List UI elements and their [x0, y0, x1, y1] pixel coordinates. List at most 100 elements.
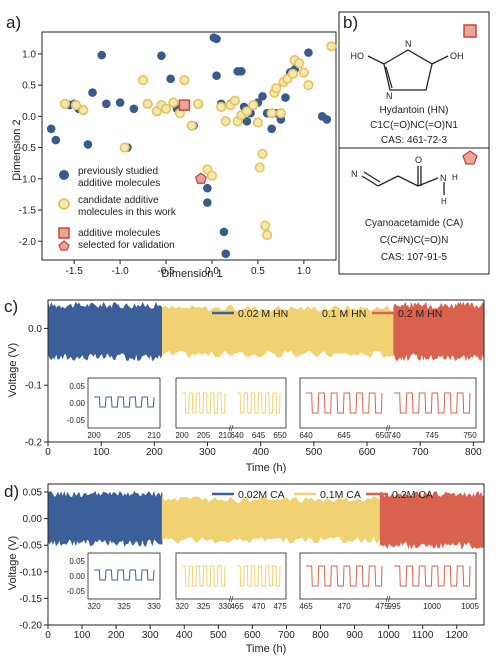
voltage-ca-legend: 0.02M CA 0.1M CA 0.2M CA	[212, 489, 433, 501]
legend-label-hn-01: 0.1 M HN	[322, 308, 366, 320]
legend-label-hn-02: 0.2 M HN	[398, 308, 442, 320]
inset-x-tick-label: 470	[337, 602, 351, 611]
panel-label-d: d)	[4, 482, 19, 501]
voltage-y-tick-label: -0.1	[25, 381, 43, 392]
candidate-molecule-point	[142, 98, 153, 109]
inset-x-tick-label: 1000	[423, 602, 441, 611]
inset-x-tick-label: 475	[273, 602, 287, 611]
panel-label-a: a)	[6, 13, 21, 32]
studied-molecule-point	[242, 117, 252, 126]
inset-trace	[94, 569, 155, 581]
voltage-x-tick-label: 600	[244, 630, 261, 641]
candidate-molecule-point	[70, 99, 82, 111]
candidate-molecule-point	[326, 41, 337, 52]
legend-candidate-line1: candidate additive	[78, 195, 159, 206]
studied-molecule-point	[129, 104, 139, 114]
inset-frame	[175, 377, 287, 429]
inset-x-tick-label: 320	[175, 602, 189, 611]
studied-molecule-point	[203, 198, 212, 207]
voltage-x-tick-label: 1200	[446, 630, 469, 641]
scatter-panel: -1.5 -1.0 -0.5 0.0 0.5 1.0 1.0 0.5 0.0 -0.5 -1.0 -1…	[19, 31, 337, 277]
candidate-molecule-point	[257, 148, 268, 159]
candidate-molecule-point	[193, 98, 204, 109]
voltage-band-0	[47, 490, 163, 547]
scatter-x-tick-label: -1.5	[66, 266, 84, 277]
voltage-x-tick-label: 1100	[412, 630, 434, 641]
inset-x-tick-label: 640	[230, 431, 244, 440]
cyanoacetamide-atom-h1: H	[452, 173, 458, 182]
inset-y-tick-label: 0.00	[69, 399, 85, 408]
voltage-x-tick-label: 900	[346, 630, 363, 641]
candidate-molecule-point	[216, 101, 227, 113]
studied-molecule-point	[102, 99, 111, 109]
voltage-y-tick-label: 0.00	[23, 514, 43, 525]
studied-molecule-point	[304, 48, 313, 57]
inset-trace	[237, 392, 281, 414]
studied-molecule-point	[51, 135, 61, 145]
inset-axis-break: //	[229, 424, 234, 433]
cyanoacetamide-atom-n1: N	[351, 169, 358, 179]
cyanoacetamide-structure	[361, 166, 445, 195]
inset-axis-break: //	[229, 595, 234, 604]
inset-x-tick-label: 465	[299, 602, 313, 611]
inset-trace	[94, 396, 155, 408]
legend-marker-candidate	[58, 198, 70, 210]
inset-x-tick-label: 205	[117, 431, 131, 440]
voltage-x-tick-label: 700	[278, 630, 295, 641]
inset-x-tick-label: 475	[375, 602, 389, 611]
hydantoin-cas: CAS: 461-72-3	[381, 135, 448, 146]
voltage-x-tick-label: 400	[252, 447, 269, 458]
scatter-y-tick-label: 0.5	[22, 81, 36, 92]
inset-trace	[182, 392, 226, 414]
inset-y-tick-label: -0.05	[67, 416, 86, 425]
scatter-x-tick-label: 0.5	[251, 266, 265, 277]
legend-label-ca-002: 0.02M CA	[238, 489, 285, 501]
candidate-molecule-point	[160, 103, 172, 114]
studied-molecule-point	[267, 124, 276, 134]
voltage-x-tick-label: 100	[93, 447, 110, 458]
inset-x-tick-label: 205	[197, 431, 211, 440]
voltage-hn-legend: 0.02 M HN 0.1 M HN 0.2 M HN	[212, 308, 442, 320]
legend-studied-line2: additive molecules	[78, 178, 160, 189]
candidate-molecule-point	[294, 58, 305, 69]
cyanoacetamide-smiles: C(C#N)C(=O)N	[380, 235, 449, 246]
candidate-molecule-point	[298, 67, 309, 78]
panel-label-b: b)	[343, 13, 358, 32]
studied-molecule-point	[237, 67, 246, 76]
hydantoin-atom-oh: OH	[450, 51, 464, 61]
candidate-molecule-point	[168, 97, 179, 108]
inset-x-tick-label: 465	[230, 602, 244, 611]
hydantoin-atom-ho: HO	[351, 51, 365, 61]
scatter-x-tick-label: -0.5	[157, 266, 175, 277]
studied-molecule-point	[88, 88, 97, 97]
legend-marker-validation-square	[58, 227, 70, 239]
scatter-y-tick-label: -0.5	[19, 143, 37, 154]
voltage-x-tick-label: 100	[74, 630, 91, 641]
studied-molecule-point	[219, 227, 229, 237]
inset-trace	[394, 392, 471, 414]
inset-x-tick-label: 470	[252, 602, 266, 611]
legend-validation-line1: additive molecules	[78, 228, 160, 239]
studied-molecule-point	[115, 98, 125, 107]
inset-y-tick-label: -0.05	[67, 587, 86, 596]
studied-molecule-point	[322, 115, 332, 124]
inset-trace	[306, 565, 383, 587]
inset-trace	[182, 565, 226, 587]
inset-frame	[299, 377, 477, 429]
voltage-x-tick-label: 400	[176, 630, 193, 641]
legend-studied-line1: previously studied	[78, 166, 158, 177]
candidate-molecule-point	[220, 116, 231, 127]
voltage-x-tick-label: 1000	[378, 630, 401, 641]
legend-marker-validation-pentagon	[58, 240, 70, 251]
molecule-panel: HO OH N N Hydantoin (HN) C1C(=O)NC(=O)N1…	[338, 11, 490, 275]
voltage-y-tick-label: -0.20	[19, 621, 42, 632]
voltage-panel-hn: 0 100 200 300 400 500 600 700 800 0.0 -0.1 -0.2 200 2…	[25, 299, 485, 458]
inset-y-tick-label: 0.00	[69, 572, 85, 581]
validation-point-pentagon	[194, 172, 207, 184]
inset-x-tick-label: 330	[147, 602, 161, 611]
voltage-x-tick-label: 600	[359, 447, 376, 458]
inset-x-tick-label: 745	[425, 431, 439, 440]
voltage-y-tick-label: 0.05	[23, 487, 43, 498]
scatter-y-tick-label: 1.0	[22, 49, 36, 60]
